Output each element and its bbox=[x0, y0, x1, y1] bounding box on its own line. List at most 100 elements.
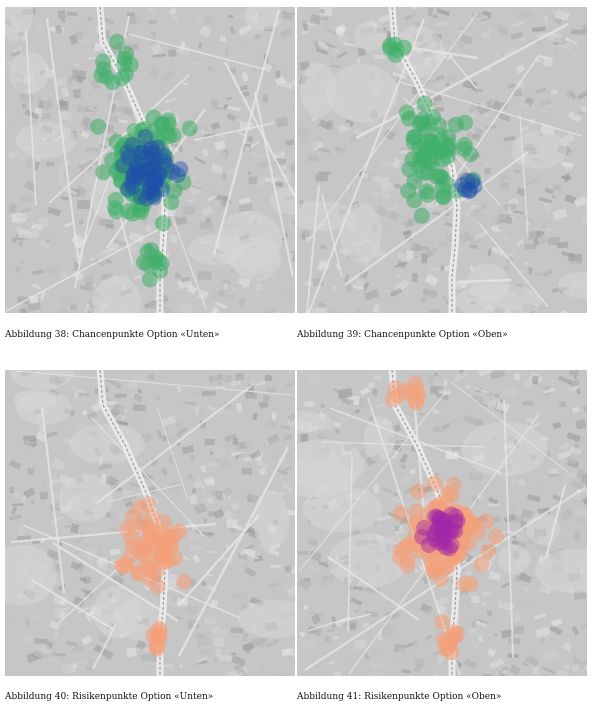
marker-point bbox=[155, 172, 172, 189]
marker-point bbox=[144, 509, 161, 526]
marker-point-dense bbox=[125, 168, 142, 185]
marker-point bbox=[455, 576, 472, 592]
marker-point-dense bbox=[124, 178, 141, 195]
marker-point-dense bbox=[145, 176, 162, 193]
marker-point-dense bbox=[154, 181, 171, 198]
marker-point bbox=[144, 187, 161, 204]
marker-point-dense bbox=[430, 520, 447, 537]
marker-point bbox=[435, 189, 452, 206]
marker-point bbox=[426, 475, 443, 492]
map-svg-40 bbox=[5, 370, 295, 676]
marker-point bbox=[433, 501, 450, 518]
marker-point-dense bbox=[435, 517, 451, 534]
marker-point bbox=[121, 182, 138, 199]
marker-point-dense bbox=[148, 167, 165, 184]
marker-point-dense bbox=[151, 166, 167, 183]
marker-point-dense bbox=[140, 160, 157, 177]
marker-point bbox=[167, 525, 184, 542]
marker-point bbox=[439, 639, 456, 656]
marker-point-dense bbox=[434, 534, 451, 551]
marker-point bbox=[415, 111, 431, 128]
marker-point bbox=[397, 538, 414, 555]
caption-38: Abbildung 38: Chancenpunkte Option «Unte… bbox=[5, 330, 220, 340]
map-streets bbox=[10, 370, 294, 670]
marker-point-dense bbox=[462, 182, 478, 198]
marker-cluster bbox=[90, 33, 198, 288]
marker-point-dense bbox=[137, 128, 154, 145]
marker-point bbox=[437, 174, 454, 191]
map-risikenpunkte-oben bbox=[297, 370, 587, 676]
map-blocks bbox=[297, 370, 587, 676]
marker-point-dense bbox=[457, 181, 473, 198]
marker-point bbox=[147, 152, 164, 169]
marker-point-dense bbox=[144, 159, 161, 176]
marker-point bbox=[478, 513, 495, 530]
marker-point bbox=[445, 477, 462, 494]
marker-point bbox=[382, 40, 399, 57]
marker-point-dense bbox=[156, 147, 173, 164]
marker-point bbox=[106, 199, 123, 216]
marker-point-dense bbox=[133, 144, 149, 161]
marker-point bbox=[131, 499, 148, 516]
marker-point bbox=[390, 387, 407, 404]
marker-point-dense bbox=[128, 156, 145, 173]
marker-point bbox=[392, 505, 409, 522]
marker-point bbox=[465, 171, 482, 188]
marker-point bbox=[449, 514, 465, 531]
marker-point-dense bbox=[143, 140, 160, 157]
marker-point-dense bbox=[425, 525, 442, 542]
marker-point-dense bbox=[464, 173, 481, 190]
marker-point-dense bbox=[120, 181, 136, 198]
marker-point-dense bbox=[439, 520, 455, 537]
map-risikenpunkte-unten bbox=[5, 370, 295, 676]
marker-point-dense bbox=[428, 526, 445, 543]
map-chancenpunkte-unten bbox=[5, 7, 295, 313]
marker-point-dense bbox=[436, 512, 453, 529]
marker-point bbox=[181, 120, 198, 137]
marker-point-dense bbox=[447, 508, 464, 525]
marker-point bbox=[416, 147, 433, 164]
marker-point-dense bbox=[134, 144, 151, 161]
marker-point-dense bbox=[437, 539, 454, 556]
marker-point bbox=[136, 540, 153, 557]
caption-39: Abbildung 39: Chancenpunkte Option «Oben… bbox=[297, 330, 508, 340]
marker-point-dense bbox=[142, 143, 159, 159]
marker-point bbox=[473, 556, 490, 573]
marker-point-dense bbox=[142, 179, 158, 196]
marker-point-dense bbox=[442, 522, 459, 539]
marker-point-dense bbox=[447, 523, 464, 539]
marker-point bbox=[131, 130, 148, 147]
marker-point bbox=[488, 528, 505, 545]
marker-point bbox=[149, 578, 166, 595]
marker-point bbox=[460, 535, 477, 552]
marker-point bbox=[142, 271, 158, 288]
marker-point-dense bbox=[420, 537, 437, 553]
marker-point-dense bbox=[120, 149, 137, 166]
marker-point-dense bbox=[125, 167, 142, 184]
marker-point-dense bbox=[447, 514, 464, 530]
marker-point-dense bbox=[145, 144, 162, 161]
marker-point bbox=[151, 620, 168, 637]
marker-point-dense bbox=[443, 506, 460, 523]
marker-point-dense bbox=[426, 531, 443, 548]
marker-point-dense bbox=[144, 157, 161, 174]
marker-point bbox=[123, 529, 140, 546]
marker-point bbox=[398, 104, 415, 121]
marker-point bbox=[139, 256, 156, 273]
marker-point-dense bbox=[147, 172, 164, 189]
marker-point-dense bbox=[149, 139, 166, 156]
marker-point-dense bbox=[138, 171, 155, 188]
marker-point-dense bbox=[444, 522, 461, 539]
marker-point-dense bbox=[144, 174, 161, 191]
marker-point bbox=[93, 67, 110, 84]
marker-point-dense bbox=[119, 144, 136, 161]
marker-point bbox=[114, 70, 131, 87]
marker-point-dense bbox=[454, 176, 471, 193]
marker-point-dense bbox=[432, 510, 448, 527]
marker-point-dense bbox=[137, 162, 154, 179]
marker-point-dense bbox=[435, 532, 452, 549]
marker-point-dense bbox=[115, 157, 132, 174]
marker-cluster bbox=[384, 375, 505, 661]
marker-point-dense bbox=[128, 160, 145, 177]
marker-point-dense bbox=[164, 163, 181, 180]
